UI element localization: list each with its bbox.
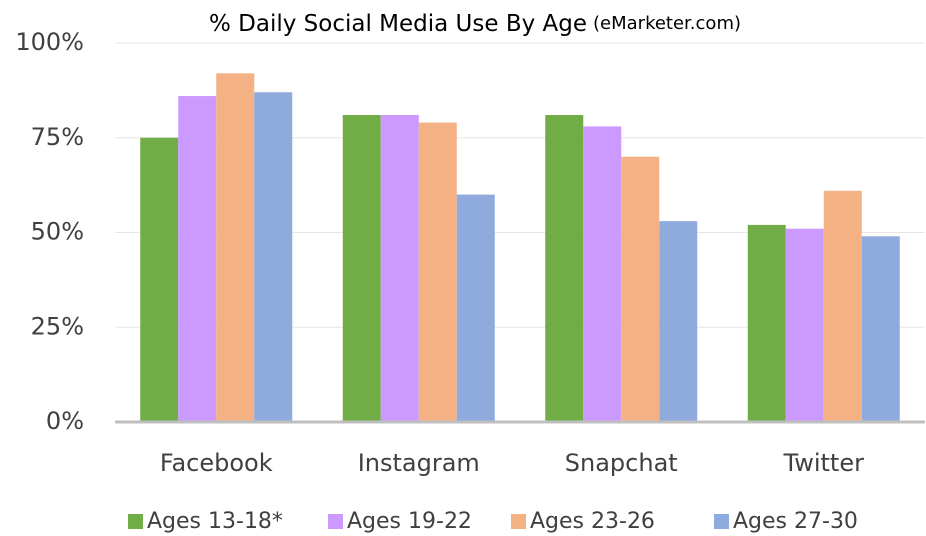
legend-swatch — [714, 514, 729, 529]
subtitle: (eMarketer.com) — [593, 13, 741, 34]
legend-swatch — [328, 514, 343, 529]
legend-swatch — [128, 514, 143, 529]
bar — [456, 194, 495, 422]
y-tick-label: 100% — [15, 28, 84, 56]
bar — [178, 96, 217, 422]
bar — [216, 73, 255, 422]
bar — [747, 224, 786, 422]
bar — [583, 126, 622, 422]
legend-label: Ages 13-18* — [147, 509, 283, 534]
y-tick-label: 50% — [31, 218, 84, 246]
bar — [823, 190, 862, 422]
y-tick-label: 0% — [46, 407, 84, 435]
chart-title: % Daily Social Media Use By Age (eMarkete… — [209, 11, 741, 37]
bar — [342, 115, 381, 422]
bar — [659, 221, 698, 422]
bar — [140, 137, 179, 422]
y-tick-label: 75% — [31, 123, 84, 151]
bar — [254, 92, 293, 423]
bar — [621, 156, 660, 422]
y-tick-label: 25% — [31, 312, 84, 340]
bar — [545, 115, 584, 422]
x-tick-label: Facebook — [160, 449, 273, 477]
x-tick-label: Instagram — [358, 449, 480, 477]
bar — [861, 236, 900, 422]
legend-label: Ages 19-22 — [347, 509, 472, 534]
bar — [380, 115, 419, 422]
legend-label: Ages 23-26 — [530, 509, 655, 534]
bar — [418, 122, 457, 422]
title: % Daily Social Media Use By Age — [209, 11, 587, 37]
x-tick-label: Twitter — [783, 449, 865, 477]
bar — [785, 228, 824, 422]
legend-label: Ages 27-30 — [733, 509, 858, 534]
legend-swatch — [511, 514, 526, 529]
x-tick-label: Snapchat — [565, 449, 678, 477]
